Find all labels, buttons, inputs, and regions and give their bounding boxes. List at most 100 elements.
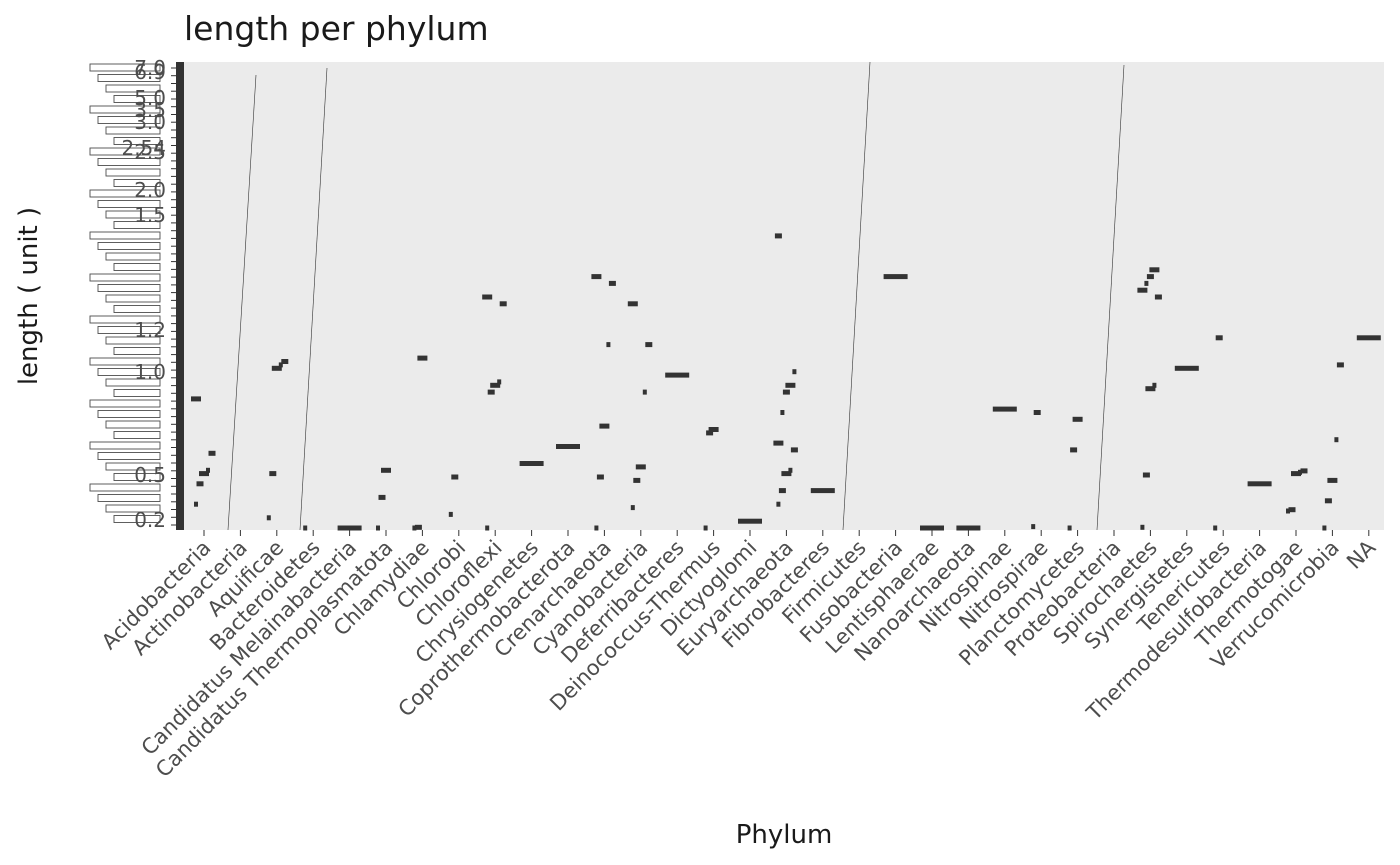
chart-title: length per phylum [184, 9, 489, 48]
point-euryarchaeota-10 [774, 233, 782, 239]
y-clutter-7 [113, 137, 161, 145]
point-spirochaetes-6 [1144, 280, 1149, 286]
y-clutter-34 [105, 420, 161, 429]
overplotted-decorations [176, 61, 1125, 531]
point-lentisphaerae-0 [920, 525, 944, 531]
point-spirochaetes-7 [1146, 274, 1154, 280]
x-axis-title: Phylum [736, 820, 833, 850]
y-clutter-13 [97, 200, 161, 208]
point-euryarchaeota-6 [780, 410, 785, 415]
y-tick-label-3: 3.5 [134, 98, 166, 122]
point-planctomycetes-2 [1072, 416, 1083, 422]
y-clutter-5 [97, 116, 161, 124]
point-crenarchaeota-0 [594, 525, 599, 531]
point-chrysiogenetes-0 [519, 461, 544, 466]
point-aquificae-1 [269, 471, 277, 477]
point-chlamydiae-0 [412, 525, 417, 531]
y-clutter-12 [89, 189, 161, 198]
point-euryarchaeota-2 [781, 471, 792, 477]
point-bacteroidetes-0 [303, 525, 308, 531]
point-crenarchaeota-5 [591, 274, 602, 280]
y-clutter-37 [97, 452, 161, 460]
y-clutter-27 [113, 347, 161, 355]
point-aquificae-0 [266, 515, 271, 521]
point-chloroflexi-1 [487, 389, 495, 395]
point-spirochaetes-1 [1142, 472, 1150, 478]
point-euryarchaeota-8 [785, 382, 796, 388]
y-clutter-15 [113, 221, 161, 229]
point-acidobacteria-3 [206, 467, 210, 473]
point-cyanobacteria-5 [627, 301, 638, 307]
y-clutter-9 [97, 158, 161, 166]
point-chlamydiae-1 [414, 524, 422, 530]
point-nitrospirae-1 [1033, 410, 1041, 415]
diagonal-streak-1 [299, 67, 328, 531]
point-euryarchaeota-5 [773, 440, 784, 446]
point-tenericutes-1 [1215, 335, 1223, 341]
point-deinococcus-thermus-1 [706, 430, 714, 436]
point-acidobacteria-5 [191, 396, 201, 402]
point-thermotogae-3 [1298, 469, 1302, 475]
y-clutter-24 [89, 315, 161, 324]
y-clutter-4 [89, 105, 161, 114]
y-clutter-23 [113, 305, 161, 313]
y-clutter-14 [105, 210, 161, 219]
y-clutter-20 [89, 273, 161, 282]
point-cyanobacteria-2 [635, 464, 646, 470]
diagonal-streak-3 [1096, 64, 1125, 531]
point-euryarchaeota-0 [776, 501, 781, 507]
point-thermotogae-1 [1288, 507, 1296, 513]
point-thermotogae-2 [1291, 471, 1301, 477]
y-axis-ticks: 7.06.95.03.53.02.542.52.01.51.21.00.50.2 [89, 56, 176, 532]
y-clutter-26 [105, 336, 161, 345]
point-fibrobacteres-0 [810, 488, 835, 494]
point-verrucomicrobia-4 [1336, 362, 1344, 368]
point-candidatus-melainabacteria-0 [337, 525, 362, 531]
point-deinococcus-thermus-0 [703, 525, 708, 531]
plot-panel [176, 62, 1384, 530]
point-chlorobi-0 [448, 511, 453, 517]
point-thermodesulfobacteria-0 [1247, 481, 1272, 487]
y-clutter-16 [89, 231, 161, 240]
point-thermotogae-4 [1300, 468, 1308, 474]
y-tick-label-9: 1.2 [134, 318, 166, 342]
point-crenarchaeota-4 [608, 280, 616, 286]
diagonal-streak-2 [842, 61, 871, 531]
point-verrucomicrobia-0 [1322, 525, 1327, 531]
y-clutter-11 [113, 179, 161, 187]
y-tick-label-8: 1.5 [134, 203, 166, 227]
point-chloroflexi-5 [482, 294, 493, 300]
point-na-0 [1356, 335, 1381, 341]
y-clutter-38 [105, 462, 161, 471]
y-clutter-25 [97, 326, 161, 334]
diagonal-streak-0 [227, 74, 257, 531]
y-clutter-21 [97, 284, 161, 292]
point-spirochaetes-5 [1137, 287, 1148, 293]
y-clutter-3 [113, 95, 161, 103]
point-planctomycetes-0 [1067, 525, 1072, 531]
point-chloroflexi-2 [490, 382, 501, 388]
y-tick-label-10: 1.0 [134, 360, 166, 384]
point-nanoarchaeota-0 [956, 525, 981, 531]
point-verrucomicrobia-2 [1327, 477, 1338, 483]
point-fusobacteria-0 [883, 274, 908, 280]
point-euryarchaeota-7 [782, 389, 790, 395]
y-clutter-31 [113, 389, 161, 397]
point-candidatus-thermoplasmatota-1 [378, 494, 386, 500]
point-euryarchaeota-9 [792, 369, 797, 375]
point-candidatus-thermoplasmatota-0 [376, 525, 380, 531]
point-chlorobi-1 [451, 474, 459, 480]
y-clutter-30 [105, 378, 161, 387]
y-clutter-6 [105, 126, 161, 135]
y-tick-label-11: 0.5 [134, 463, 166, 487]
point-spirochaetes-2 [1145, 386, 1156, 392]
x-tick-label-na: NA [1342, 535, 1381, 574]
point-chlamydiae-2 [417, 355, 428, 361]
y-clutter-28 [89, 357, 161, 366]
point-acidobacteria-2 [199, 471, 209, 477]
y-clutter-17 [97, 242, 161, 250]
y-clutter-32 [89, 399, 161, 408]
point-cyanobacteria-1 [633, 477, 641, 483]
point-tenericutes-0 [1213, 525, 1218, 531]
